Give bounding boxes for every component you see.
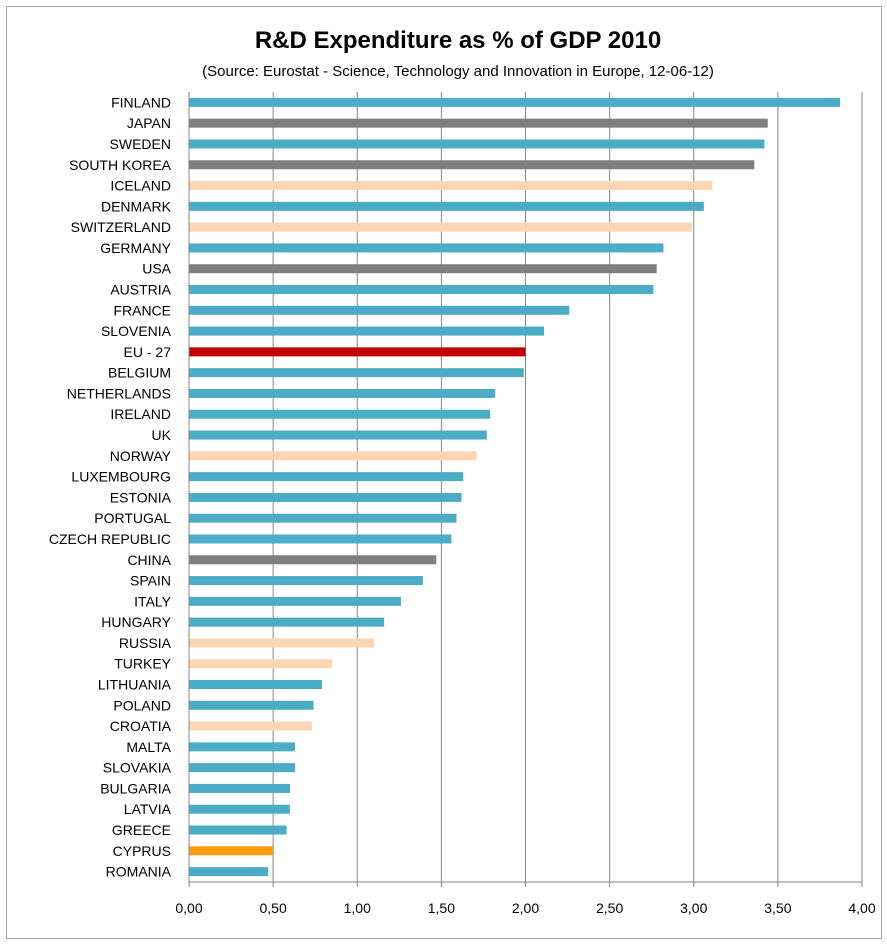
bar <box>189 368 524 378</box>
bar <box>189 97 841 107</box>
x-tick-label: 0,50 <box>260 900 287 916</box>
category-labels: FINLAND JAPAN SWEDEN SOUTH KOREA ICELAND DENM… <box>49 94 172 879</box>
category-label: NORWAY <box>110 448 172 464</box>
category-label: CHINA <box>127 552 171 568</box>
category-label: AUSTRIA <box>110 282 171 298</box>
bar <box>189 347 526 357</box>
bar <box>189 160 755 170</box>
category-label: LUXEMBOURG <box>71 469 171 485</box>
bar <box>189 513 457 523</box>
x-tick-label: 3,50 <box>764 900 791 916</box>
category-label: RUSSIA <box>119 635 172 651</box>
bar <box>189 534 452 544</box>
category-label: ITALY <box>134 593 171 609</box>
category-label: SLOVAKIA <box>103 760 172 776</box>
chart-title: R&D Expenditure as % of GDP 2010 <box>255 27 661 54</box>
bar <box>189 243 664 253</box>
x-tick-label: 1,00 <box>344 900 371 916</box>
category-label: CROATIA <box>110 718 172 734</box>
bar <box>189 118 768 128</box>
category-label: BELGIUM <box>108 365 171 381</box>
category-label: POLAND <box>113 697 171 713</box>
bar <box>189 846 274 856</box>
bars <box>189 97 841 877</box>
bar <box>189 638 375 648</box>
x-tick-label: 1,50 <box>428 900 455 916</box>
category-label: ESTONIA <box>110 489 172 505</box>
category-label: SPAIN <box>130 573 171 589</box>
category-label: MALTA <box>126 739 171 755</box>
category-label: LATVIA <box>124 801 172 817</box>
category-label: USA <box>142 261 171 277</box>
category-label: SOUTH KOREA <box>69 157 172 173</box>
bar <box>189 555 437 565</box>
category-label: FINLAND <box>111 94 171 110</box>
category-label: SWEDEN <box>110 136 171 152</box>
category-label: JAPAN <box>127 115 171 131</box>
category-label: NETHERLANDS <box>67 385 171 401</box>
bar <box>189 867 269 877</box>
bar <box>189 659 333 669</box>
category-label: HUNGARY <box>101 614 171 630</box>
bar <box>189 742 295 752</box>
bar <box>189 451 477 461</box>
x-tick-label: 3,00 <box>680 900 707 916</box>
category-label: ROMANIA <box>106 864 172 880</box>
category-label: TURKEY <box>114 656 171 672</box>
x-tick-labels: 0,00 0,50 1,00 1,50 2,00 2,50 3,00 3,50 4,00 <box>175 900 875 916</box>
bar <box>189 139 765 149</box>
bar <box>189 804 290 814</box>
bar <box>189 305 570 315</box>
x-tick-label: 4,00 <box>848 900 875 916</box>
bar <box>189 326 545 336</box>
category-label: BULGARIA <box>100 780 171 796</box>
bar <box>189 700 314 710</box>
category-label: LITHUANIA <box>98 677 172 693</box>
bar <box>189 285 654 294</box>
bar <box>189 388 496 398</box>
bar <box>189 825 287 835</box>
x-tick-label: 2,00 <box>512 900 539 916</box>
category-label: UK <box>152 427 172 443</box>
bar <box>189 222 693 232</box>
bar <box>189 201 704 211</box>
bar <box>189 409 491 419</box>
bar <box>189 472 464 482</box>
category-label: EU - 27 <box>124 344 172 360</box>
bar <box>189 596 401 606</box>
category-label: SWITZERLAND <box>71 219 171 235</box>
bar <box>189 763 295 773</box>
category-label: DENMARK <box>101 198 172 214</box>
category-label: CZECH REPUBLIC <box>49 531 171 547</box>
bar <box>189 576 423 586</box>
x-tick-label: 0,00 <box>175 900 202 916</box>
category-label: PORTUGAL <box>94 510 171 526</box>
chart-subtitle: (Source: Eurostat - Science, Technology … <box>202 63 714 80</box>
category-label: FRANCE <box>113 302 171 318</box>
category-label: GERMANY <box>100 240 171 256</box>
bar <box>189 264 657 274</box>
category-label: IRELAND <box>110 406 171 422</box>
bar <box>189 721 312 731</box>
category-label: SLOVENIA <box>101 323 172 339</box>
bar <box>189 181 713 191</box>
category-label: ICELAND <box>110 178 171 194</box>
category-label: CYPRUS <box>113 843 171 859</box>
bar <box>189 430 487 440</box>
x-tick-label: 2,50 <box>596 900 623 916</box>
bar <box>189 617 385 627</box>
bar <box>189 680 322 689</box>
category-label: GREECE <box>112 822 171 838</box>
bar <box>189 492 462 502</box>
bar <box>189 783 290 793</box>
